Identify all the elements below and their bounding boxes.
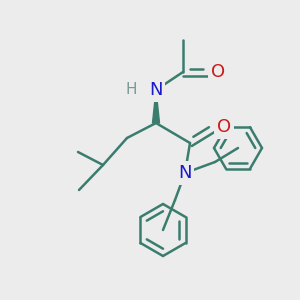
Text: O: O xyxy=(211,63,225,81)
Text: O: O xyxy=(217,118,231,136)
Polygon shape xyxy=(152,90,160,123)
Text: N: N xyxy=(149,81,163,99)
Text: N: N xyxy=(178,164,192,182)
Text: H: H xyxy=(125,82,137,98)
